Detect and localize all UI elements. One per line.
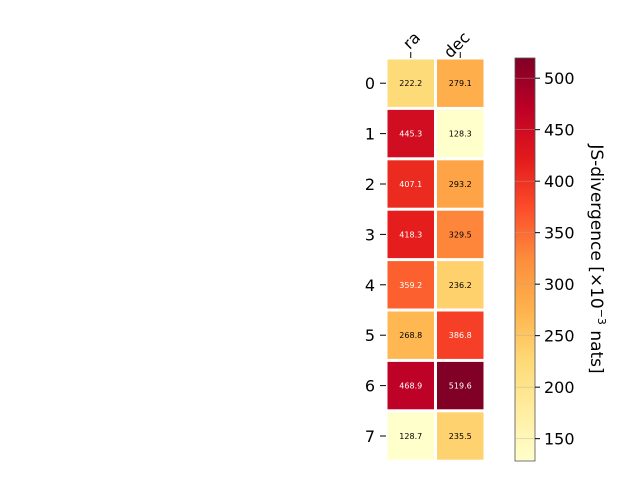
heatmap-cell xyxy=(437,59,484,107)
column-tick-label: ra xyxy=(399,28,424,53)
cell-value-label: 418.3 xyxy=(399,230,422,239)
row-tick-label: 3 xyxy=(365,225,375,244)
cell-value-label: 407.1 xyxy=(399,180,422,189)
heatmap-cell xyxy=(437,109,484,158)
cell-value-label: 268.8 xyxy=(399,331,422,340)
heatmap-cell xyxy=(437,160,484,208)
heatmap-cell xyxy=(387,109,434,158)
colorbar-tick-label: 150 xyxy=(544,430,575,449)
row-tick-label: 4 xyxy=(365,276,375,295)
colorbar-label-exponent: −3 xyxy=(595,309,608,325)
row-tick-label: 6 xyxy=(365,377,375,396)
heatmap-cell xyxy=(387,261,434,309)
row-tick-labels: 0 1 2 3 4 5 6 7 xyxy=(365,74,386,446)
cell-value-label: 293.2 xyxy=(449,180,472,189)
heatmap-cells: 222.2 279.1 445.3 128.3 407.1 293.2 418.3 329.5… xyxy=(387,59,484,460)
colorbar-tick-label: 250 xyxy=(544,327,575,346)
heatmap-cell xyxy=(387,412,434,460)
colorbar-tick-label: 350 xyxy=(544,224,575,243)
cell-value-label: 329.5 xyxy=(449,230,472,239)
heatmap-cell xyxy=(437,311,484,359)
heatmap-cell xyxy=(437,261,484,309)
colorbar: 150 200 250 300 350 400 450 500 xyxy=(514,57,575,462)
heatmap-cell xyxy=(437,361,484,410)
cell-value-label: 519.6 xyxy=(449,382,472,391)
row-tick-label: 5 xyxy=(365,326,375,345)
colorbar-tick-label: 300 xyxy=(544,275,575,294)
colorbar-tick-label: 200 xyxy=(544,378,575,397)
colorbar-tick-label: 500 xyxy=(544,69,575,88)
heatmap-cell xyxy=(387,361,434,410)
cell-value-label: 468.9 xyxy=(399,382,422,391)
colorbar-label-main: JS-divergence [×10 xyxy=(586,143,606,308)
cell-value-label: 445.3 xyxy=(399,130,422,139)
colorbar-label: JS-divergence [×10−3 nats] xyxy=(586,143,608,373)
row-tick-label: 2 xyxy=(365,175,375,194)
cell-value-label: 279.1 xyxy=(449,79,472,88)
colorbar-label-suffix: nats] xyxy=(586,325,606,374)
cell-value-label: 222.2 xyxy=(399,79,422,88)
cell-value-label: 386.8 xyxy=(449,331,472,340)
cell-value-label: 359.2 xyxy=(399,281,422,290)
column-tick-labels: ra dec xyxy=(399,28,474,62)
heatmap-cell xyxy=(437,210,484,259)
cell-value-label: 128.3 xyxy=(449,130,472,139)
heatmap-cell xyxy=(437,412,484,460)
cell-value-label: 128.7 xyxy=(399,432,422,441)
cell-value-label: 236.2 xyxy=(449,281,472,290)
column-tick-label: dec xyxy=(440,28,474,62)
heatmap-cell xyxy=(387,59,434,107)
colorbar-tick-label: 400 xyxy=(544,172,575,191)
row-tick-label: 7 xyxy=(365,427,375,446)
row-tick-label: 0 xyxy=(365,74,375,93)
colorbar-tick-label: 450 xyxy=(544,121,575,140)
heatmap-cell xyxy=(387,210,434,259)
colorbar-gradient xyxy=(514,57,536,462)
row-tick-label: 1 xyxy=(365,125,375,144)
heatmap-cell xyxy=(387,160,434,208)
cell-value-label: 235.5 xyxy=(449,432,472,441)
heatmap-cell xyxy=(387,311,434,359)
